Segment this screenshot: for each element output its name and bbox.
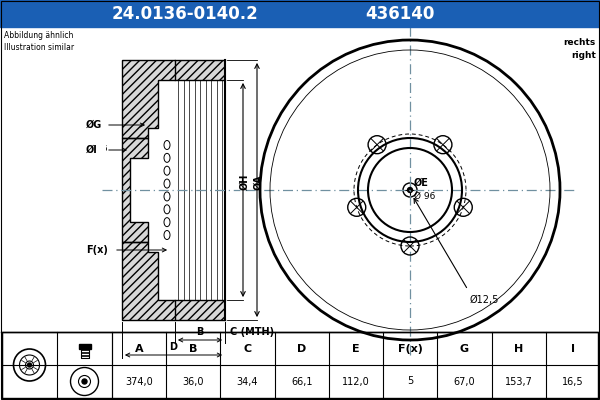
Text: 24.0136-0140.2: 24.0136-0140.2 — [112, 5, 259, 23]
Text: 112,0: 112,0 — [342, 376, 370, 386]
Text: ØI: ØI — [86, 145, 98, 155]
Text: 66,1: 66,1 — [291, 376, 313, 386]
Text: F(x): F(x) — [398, 344, 422, 354]
Text: Ø 96: Ø 96 — [414, 192, 436, 201]
Text: I: I — [571, 344, 575, 354]
Ellipse shape — [164, 140, 170, 150]
Text: 5: 5 — [407, 376, 413, 386]
Text: C: C — [244, 344, 251, 354]
Bar — [79, 344, 91, 348]
Circle shape — [407, 188, 413, 192]
Text: 16,5: 16,5 — [562, 376, 584, 386]
Bar — [80, 348, 89, 358]
Text: ØE: ØE — [414, 178, 429, 188]
Ellipse shape — [164, 153, 170, 162]
Bar — [0, 0, 600, 27]
Text: G: G — [460, 344, 469, 354]
Circle shape — [82, 379, 87, 384]
Text: ØA: ØA — [254, 174, 264, 190]
Text: rechts
right: rechts right — [564, 38, 596, 60]
Ellipse shape — [164, 166, 170, 175]
Ellipse shape — [164, 205, 170, 214]
Text: C (MTH): C (MTH) — [230, 327, 274, 337]
Ellipse shape — [164, 218, 170, 227]
Text: 153,7: 153,7 — [505, 376, 533, 386]
Text: D: D — [297, 344, 307, 354]
Text: F(x): F(x) — [86, 245, 108, 255]
Text: ØH: ØH — [240, 174, 250, 190]
Text: B: B — [189, 344, 197, 354]
Bar — [2, 332, 598, 398]
Polygon shape — [122, 138, 148, 242]
Bar — [175, 300, 225, 320]
Text: H: H — [514, 344, 523, 354]
Text: D: D — [170, 342, 178, 352]
Ellipse shape — [164, 192, 170, 201]
Circle shape — [28, 363, 32, 367]
Text: B: B — [196, 327, 203, 337]
Text: 67,0: 67,0 — [454, 376, 475, 386]
Ellipse shape — [164, 230, 170, 240]
Polygon shape — [122, 60, 175, 138]
Text: 36,0: 36,0 — [182, 376, 204, 386]
Text: 374,0: 374,0 — [125, 376, 153, 386]
Text: 436140: 436140 — [365, 5, 434, 23]
Text: A: A — [135, 344, 143, 354]
Ellipse shape — [164, 179, 170, 188]
Text: E: E — [352, 344, 360, 354]
Bar — [175, 60, 225, 80]
Text: 34,4: 34,4 — [237, 376, 259, 386]
Text: Abbildung ähnlich
Illustration similar: Abbildung ähnlich Illustration similar — [4, 31, 74, 52]
Polygon shape — [122, 242, 175, 320]
Text: Ø12,5: Ø12,5 — [470, 295, 499, 305]
Text: ØG: ØG — [86, 120, 102, 130]
